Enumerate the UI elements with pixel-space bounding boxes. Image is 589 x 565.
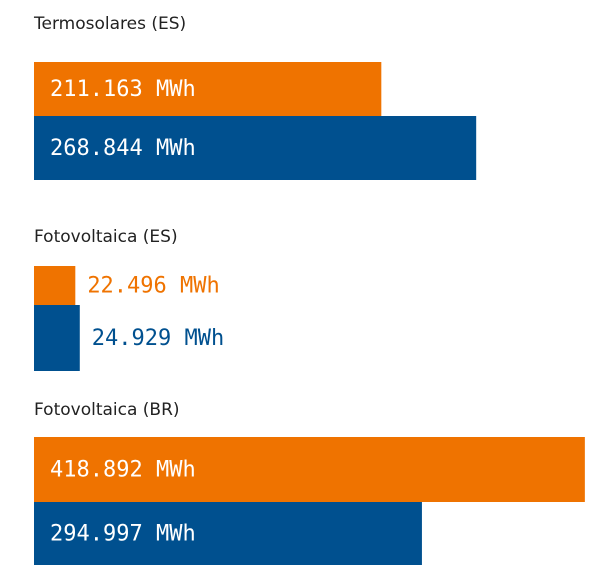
group-title: Termosolares (ES) — [33, 14, 186, 34]
group-title: Fotovoltaica (ES) — [34, 227, 178, 247]
value-label: 294.997 MWh — [50, 522, 196, 547]
value-label: 268.844 MWh — [50, 136, 196, 161]
value-label: 22.496 MWh — [87, 274, 219, 299]
group-title: Fotovoltaica (BR) — [34, 400, 180, 420]
bar — [34, 116, 477, 180]
bar — [34, 305, 80, 371]
bar — [34, 502, 422, 565]
value-label: 211.163 MWh — [50, 77, 196, 102]
bar — [34, 437, 585, 502]
value-label: 418.892 MWh — [50, 458, 196, 483]
bar — [34, 266, 76, 305]
bar — [34, 62, 382, 116]
value-label: 24.929 MWh — [92, 326, 224, 351]
